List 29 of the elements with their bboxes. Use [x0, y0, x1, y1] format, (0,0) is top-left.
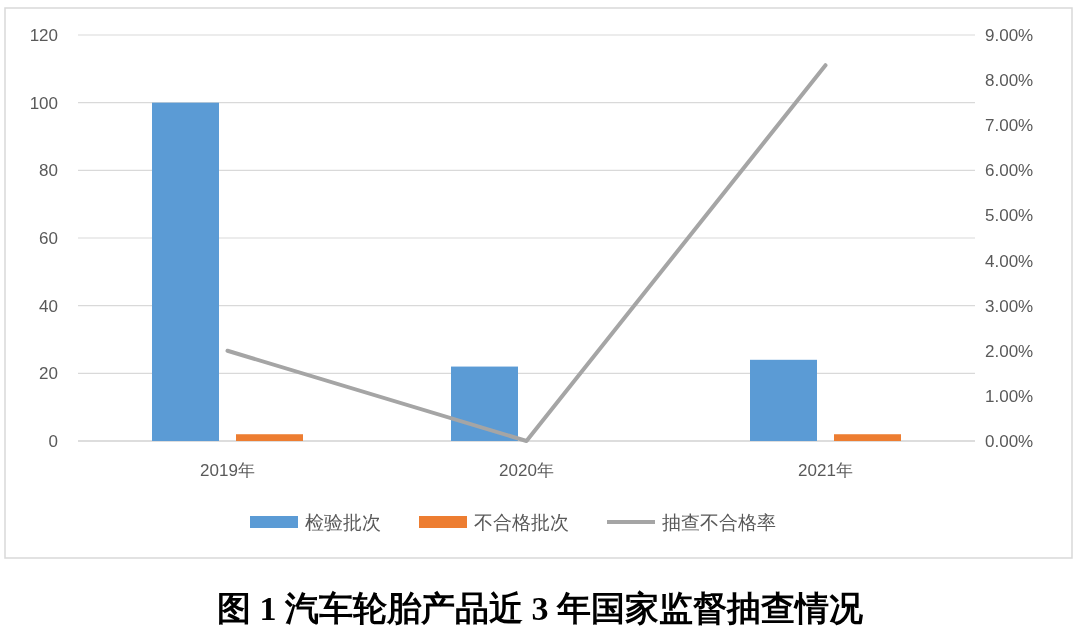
bar: [834, 434, 901, 441]
y2-tick-label: 2.00%: [985, 341, 1034, 361]
x-tick-label: 2019年: [200, 461, 255, 480]
y2-tick-label: 8.00%: [985, 71, 1034, 91]
y-tick-label: 0: [48, 432, 58, 451]
y2-tick-label: 7.00%: [985, 116, 1034, 136]
legend-label: 不合格批次: [474, 512, 569, 533]
text: 图 1 汽车轮胎产品近 3 年国家监督抽查情况: [217, 590, 864, 627]
y2-tick-label: 5.00%: [985, 206, 1034, 226]
y2-tick-label: 4.00%: [985, 251, 1034, 271]
y-tick-label: 20: [39, 364, 58, 384]
y-tick-label: 100: [29, 93, 58, 113]
y2-tick-label: 0.00%: [985, 432, 1034, 451]
bar: [750, 359, 817, 441]
y-tick-label: 40: [39, 296, 58, 316]
legend-label: 抽查不合格率: [662, 512, 776, 533]
bar: [236, 434, 303, 441]
y2-tick-label: 6.00%: [985, 161, 1034, 181]
bar: [152, 102, 219, 441]
y-tick-label: 80: [39, 161, 58, 181]
y2-tick-label: 3.00%: [985, 296, 1034, 316]
y-tick-label: 60: [39, 229, 58, 248]
y2-tick-label: 1.00%: [985, 386, 1034, 406]
bar: [451, 366, 518, 441]
legend-label: 检验批次: [305, 512, 381, 533]
y2-tick-label: 9.00%: [985, 26, 1034, 45]
x-tick-label: 2020年: [499, 461, 554, 480]
x-tick-label: 2021年: [798, 461, 853, 480]
y-tick-label: 120: [29, 26, 58, 45]
